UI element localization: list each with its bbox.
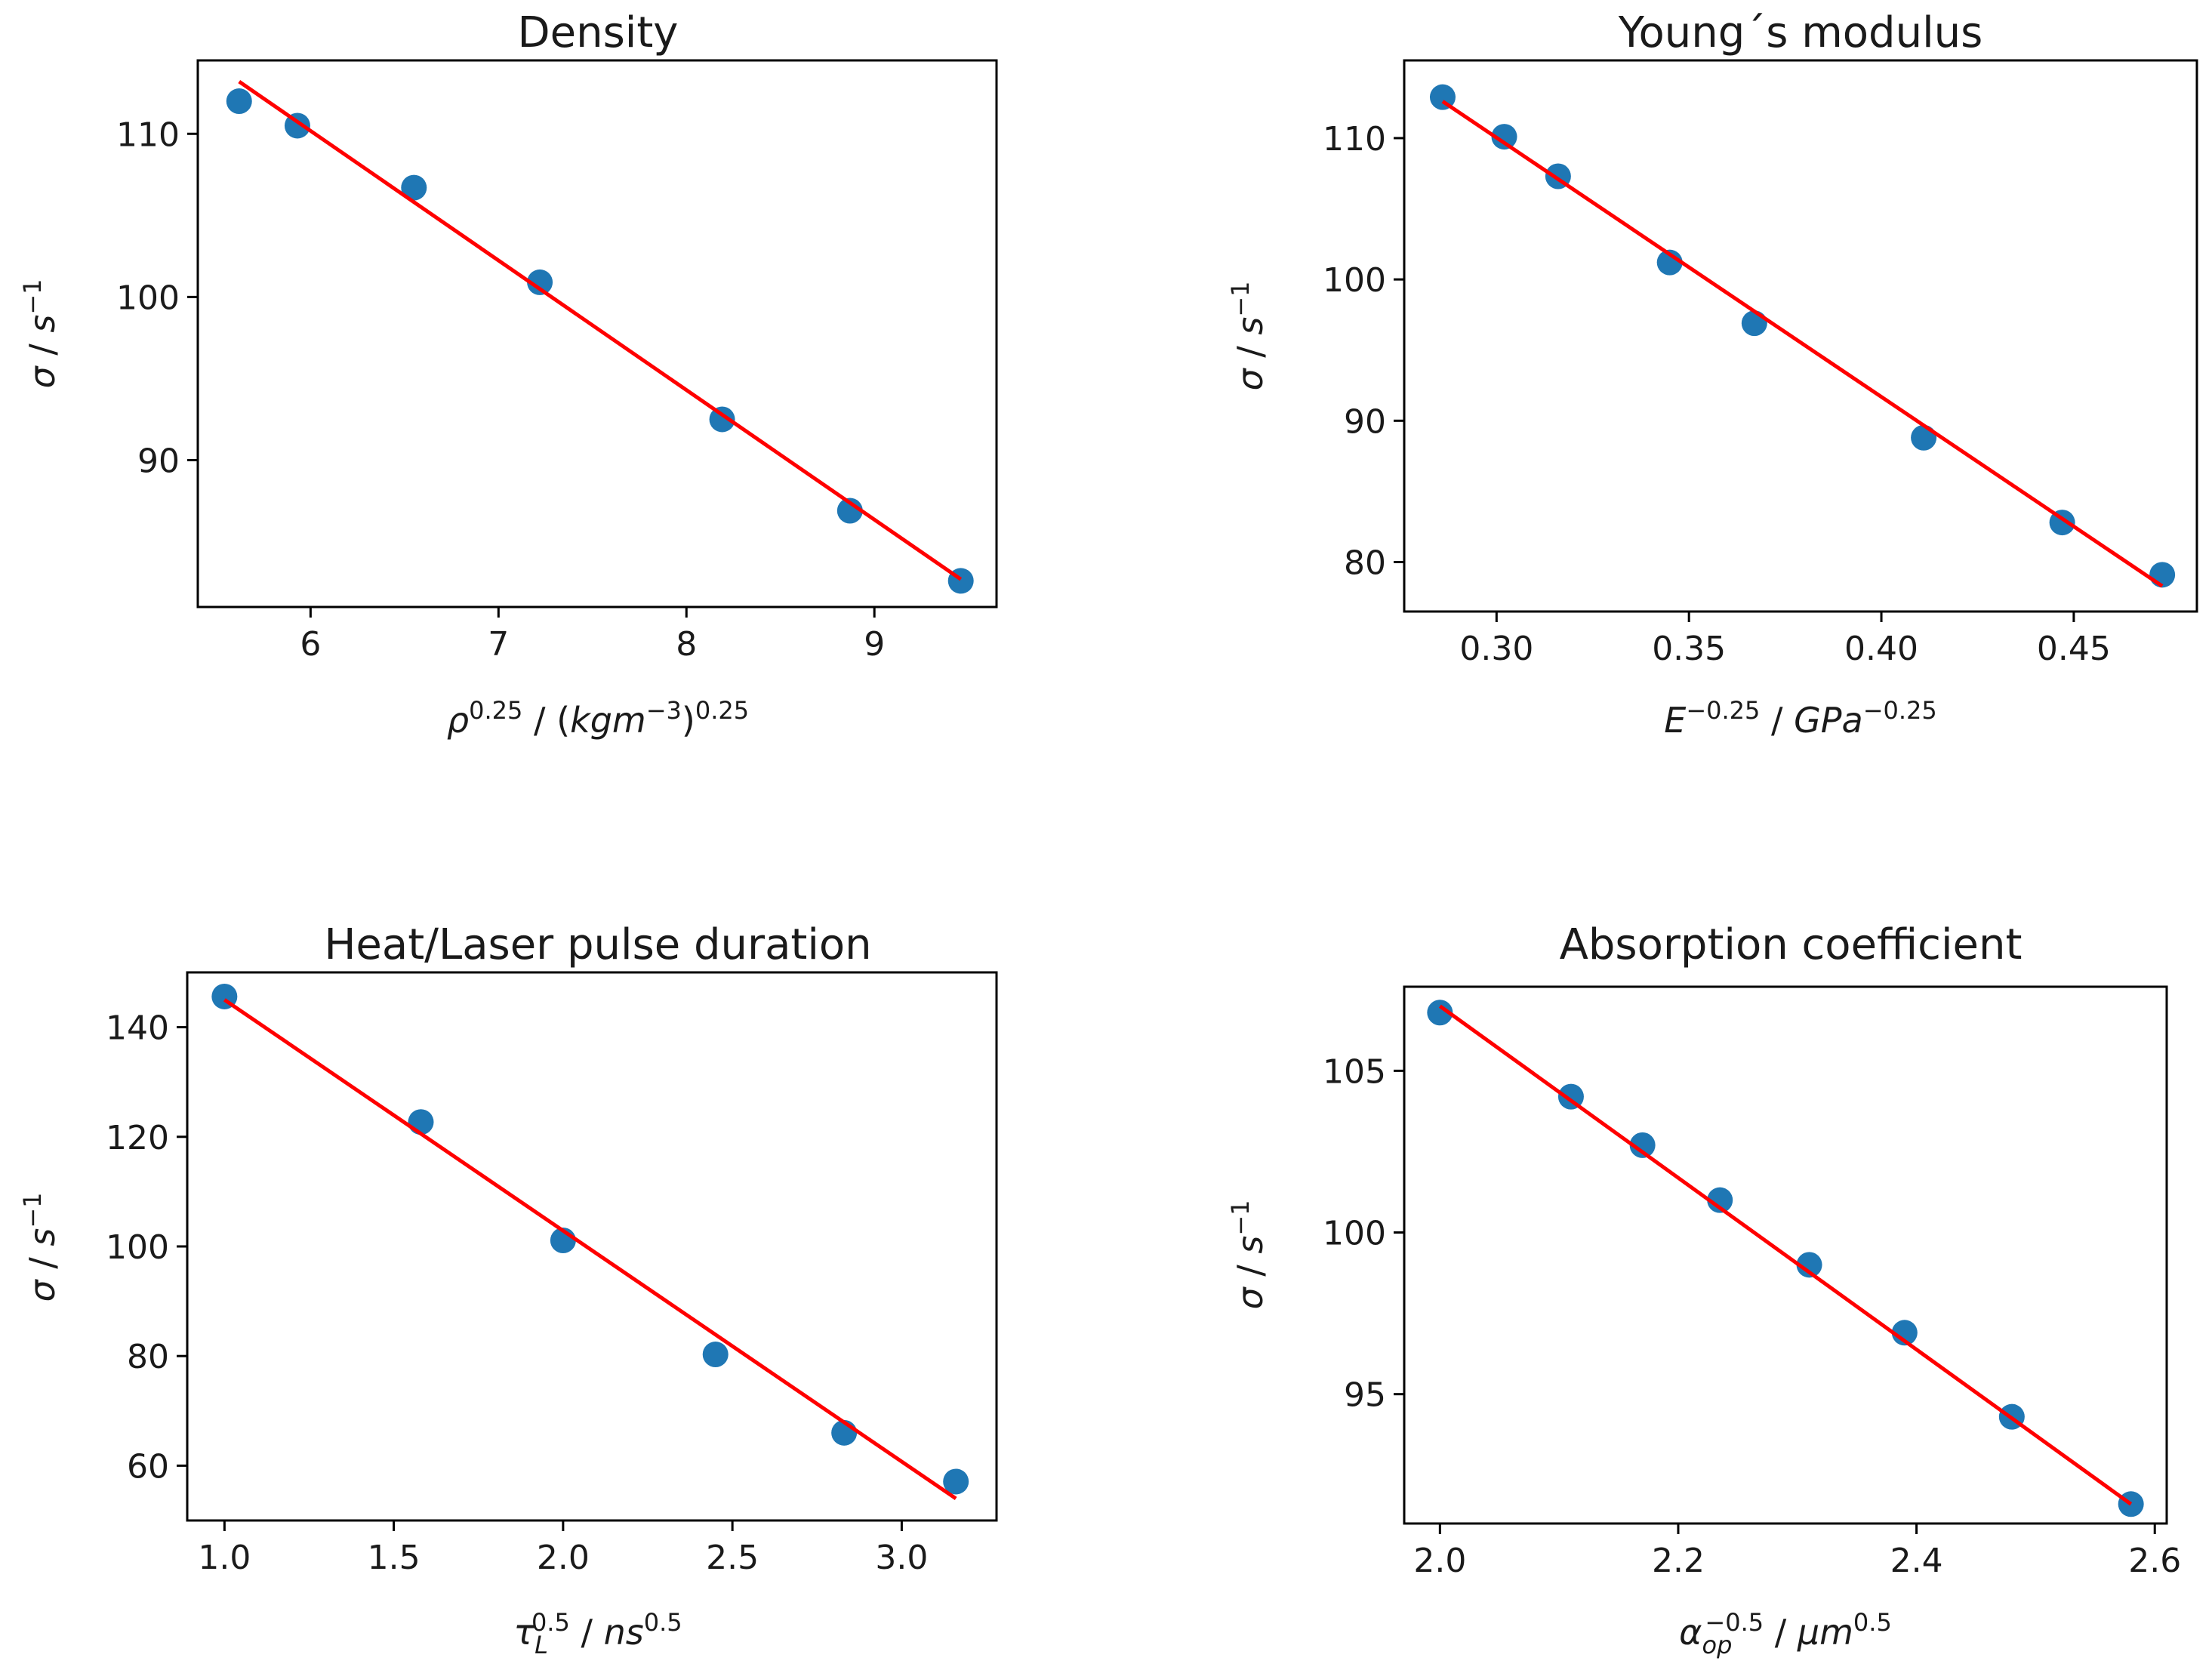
fit-line: [1441, 100, 2164, 588]
y-tick-label: 110: [1323, 120, 1386, 159]
ticks: 1.0 1.5 2.0 2.5 3.0 60 80 100 120 140: [106, 1009, 928, 1577]
data-marks: [211, 983, 969, 1501]
x-tick-label: 2.2: [1652, 1542, 1705, 1580]
x-axis-label: ρ0.25 / (kgm−3)0.25: [447, 696, 749, 741]
data-point: [226, 88, 252, 115]
y-tick-label: 140: [106, 1009, 169, 1048]
data-point: [702, 1342, 729, 1368]
data-point: [1891, 1320, 1918, 1346]
x-tick-label: 0.35: [1652, 630, 1726, 668]
x-tick-label: 0.45: [2037, 630, 2111, 668]
x-tick-label: 8: [676, 625, 697, 664]
y-tick-label: 100: [1323, 1215, 1386, 1253]
panel-pulse-duration: Heat/Laser pulse duration 1.0 1.5 2.0 2.5 3.…: [18, 920, 998, 1659]
y-tick-label: 80: [1344, 544, 1386, 582]
x-tick-label: 2.0: [1413, 1542, 1466, 1580]
fit-line: [238, 80, 963, 581]
data-marks: [226, 80, 974, 594]
x-tick-label: 1.0: [198, 1539, 251, 1577]
data-marks: [1429, 84, 2176, 588]
y-axis-label: σ / s−1: [18, 1192, 63, 1302]
plot-area: [196, 59, 998, 608]
x-tick-label: 3.0: [875, 1539, 928, 1577]
chart-title: Absorption coefficient: [1560, 920, 2023, 969]
data-point: [1491, 124, 1517, 150]
data-point: [527, 269, 553, 295]
x-tick-label: 7: [488, 625, 509, 664]
x-axis-label: τL0.5 / ns0.5: [513, 1608, 682, 1659]
y-tick-label: 105: [1323, 1052, 1386, 1091]
y-axis-label: σ / s−1: [18, 279, 63, 388]
y-tick-label: 95: [1344, 1376, 1386, 1415]
y-tick-label: 90: [1344, 402, 1386, 441]
ticks: 2.0 2.2 2.4 2.6 95 100 105: [1323, 1052, 2181, 1580]
y-tick-label: 100: [106, 1228, 169, 1267]
x-tick-label: 1.5: [368, 1539, 421, 1577]
data-point: [1796, 1252, 1822, 1278]
y-tick-label: 100: [1323, 261, 1386, 300]
x-tick-label: 2.5: [706, 1539, 759, 1577]
chart-title: Density: [518, 8, 679, 57]
data-point: [1911, 424, 1937, 451]
y-tick-label: 90: [137, 442, 180, 480]
data-point: [709, 406, 735, 433]
data-point: [1629, 1132, 1656, 1158]
x-axis-label: αop−0.5 / μm0.5: [1679, 1608, 1892, 1659]
y-axis-label: σ / s−1: [1226, 281, 1271, 390]
chart-title: Heat/Laser pulse duration: [324, 920, 871, 969]
panel-youngs-modulus: Young´s modulus 0.30 0.35 0.40 0.45 80 90 100 1…: [1226, 8, 2198, 741]
fit-line: [1438, 1004, 2133, 1506]
ticks: 6 7 8 9 90 100 110: [116, 116, 885, 664]
y-tick-label: 120: [106, 1119, 169, 1157]
y-tick-label: 80: [127, 1338, 169, 1376]
y-axis-label: σ / s−1: [1226, 1200, 1271, 1309]
data-point: [2149, 562, 2176, 588]
x-tick-label: 6: [300, 625, 321, 664]
y-tick-label: 60: [127, 1447, 169, 1486]
data-point: [401, 174, 427, 201]
data-point: [836, 498, 863, 524]
x-tick-label: 2.4: [1890, 1542, 1943, 1580]
panel-density: Density 6 7 8 9 90 100 110 ρ0.25 / (kgm−3)0.25…: [18, 8, 998, 741]
fit-line: [223, 998, 957, 1501]
data-point: [1741, 310, 1767, 337]
panel-absorption-coefficient: Absorption coefficient 2.0 2.2 2.4 2.6 95 100…: [1226, 920, 2181, 1659]
plot-area: [186, 971, 998, 1522]
x-axis-label: E−0.25 / GPa−0.25: [1664, 696, 1937, 741]
x-tick-label: 9: [864, 625, 885, 664]
data-point: [408, 1109, 434, 1135]
data-point: [1656, 249, 1683, 276]
data-point: [1427, 1000, 1453, 1026]
x-tick-label: 0.30: [1459, 630, 1533, 668]
plot-area: [1403, 59, 2198, 613]
chart-title: Young´s modulus: [1618, 8, 1983, 57]
data-point: [1707, 1187, 1733, 1213]
plot-area: [1403, 985, 2168, 1525]
y-tick-label: 110: [116, 116, 180, 154]
x-tick-label: 2.6: [2128, 1542, 2181, 1580]
x-tick-label: 2.0: [537, 1539, 590, 1577]
x-tick-label: 0.40: [1844, 630, 1918, 668]
data-marks: [1427, 1000, 2144, 1517]
ticks: 0.30 0.35 0.40 0.45 80 90 100 110: [1323, 120, 2111, 668]
y-tick-label: 100: [116, 279, 180, 317]
data-point: [943, 1468, 969, 1495]
